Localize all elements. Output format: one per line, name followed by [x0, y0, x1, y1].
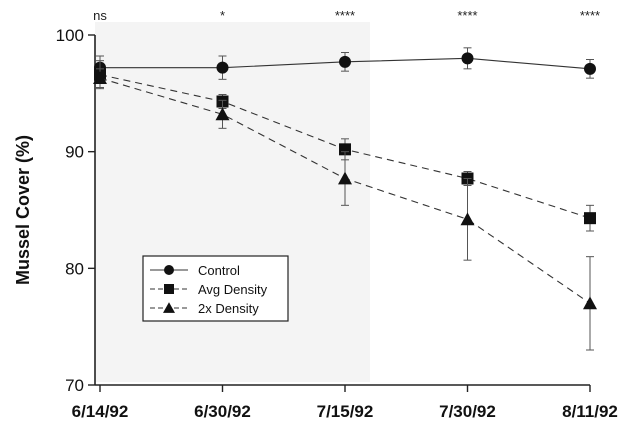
significance-label: **** [457, 8, 477, 23]
legend-marker [164, 265, 174, 275]
data-point [461, 52, 474, 65]
legend-label: 2x Density [198, 301, 259, 316]
legend-label: Control [198, 263, 240, 278]
x-tick-label: 6/14/92 [72, 402, 129, 421]
legend-label: Avg Density [198, 282, 268, 297]
legend: Control Avg Density 2x Density [142, 255, 289, 322]
legend-marker [163, 302, 175, 313]
data-point [215, 107, 230, 121]
y-tick-label: 100 [56, 26, 84, 45]
data-point [583, 296, 597, 310]
significance-label: ns [93, 8, 107, 23]
y-ticks: 70 80 90 100 [56, 26, 95, 395]
data-point [584, 212, 596, 225]
x-tick-label: 7/15/92 [317, 402, 374, 421]
x-tick-label: 8/11/92 [562, 402, 618, 421]
legend-items: Control Avg Density 2x Density [150, 263, 268, 316]
legend-marker [164, 284, 174, 294]
significance-label: * [220, 8, 225, 23]
data-point [584, 62, 596, 75]
series-group [93, 47, 597, 351]
data-point [216, 61, 229, 74]
data-point [93, 71, 107, 85]
data-point [339, 55, 351, 68]
significance-label: **** [335, 8, 355, 23]
y-tick-label: 70 [65, 376, 84, 395]
y-axis-title: Mussel Cover (%) [13, 135, 33, 285]
x-tick-label: 7/30/92 [439, 402, 496, 421]
significance-labels: ns * **** **** **** [93, 8, 600, 23]
x-tick-label: 6/30/92 [194, 402, 251, 421]
shaded-background [95, 22, 370, 382]
x-ticks: 6/14/92 6/30/92 7/15/92 7/30/92 8/11/92 [72, 385, 618, 421]
data-point [338, 171, 352, 185]
series-circle [94, 47, 596, 80]
significance-label: **** [580, 8, 600, 23]
axes [94, 35, 590, 386]
data-point [339, 143, 351, 156]
y-tick-label: 90 [65, 143, 84, 162]
y-tick-label: 80 [65, 259, 84, 278]
series-triangle [93, 68, 597, 351]
data-point [460, 212, 475, 226]
